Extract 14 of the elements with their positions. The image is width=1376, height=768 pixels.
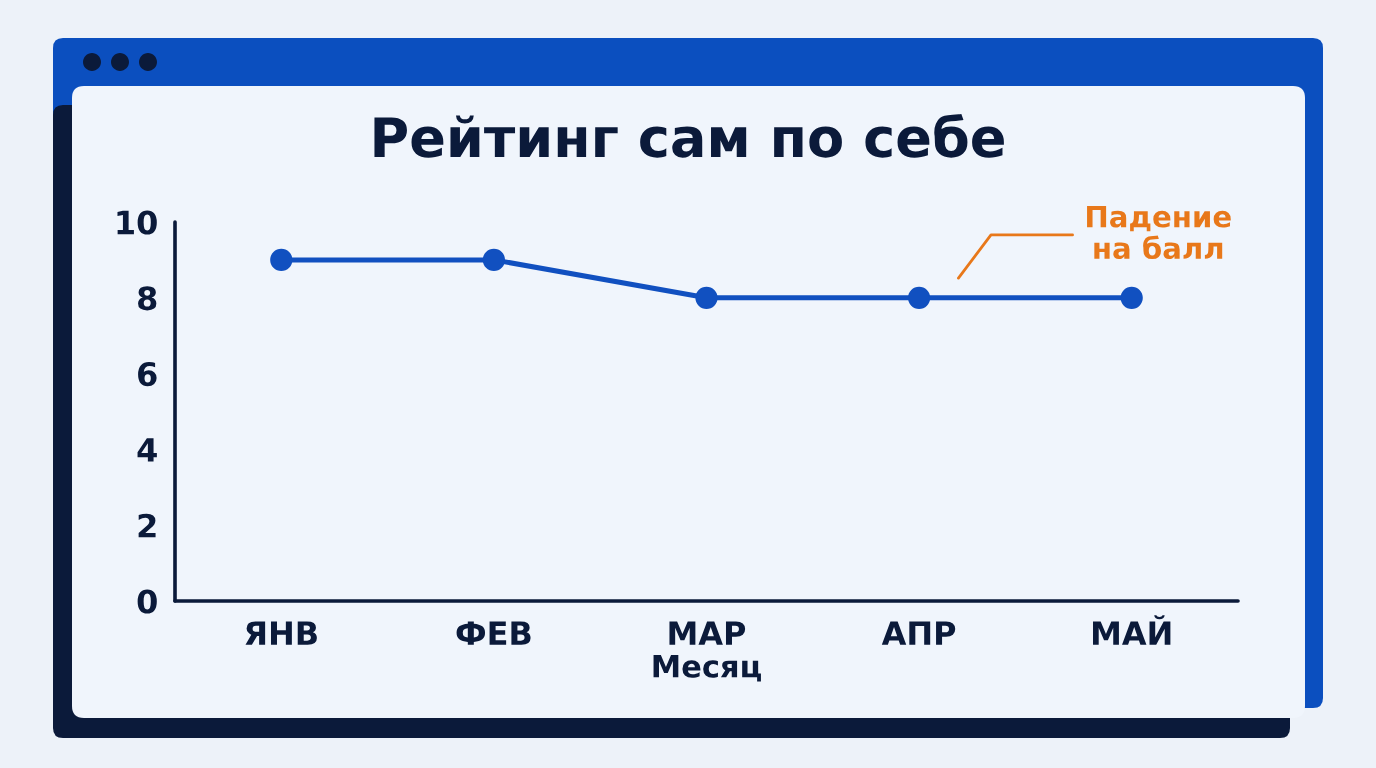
y-tick-label: 8 (138, 286, 157, 311)
y-tick-label: 2 (138, 513, 156, 538)
y-tick-label: 0 (137, 589, 157, 614)
y-tick-label: 4 (137, 438, 157, 462)
annotation: Падение на балл (1087, 205, 1231, 260)
x-tick-label: АПР (881, 621, 956, 645)
x-axis-title: Месяц (653, 655, 761, 682)
y-tick-label: 10 (117, 210, 157, 235)
chart-title: Рейтинг сам по себе (374, 114, 1004, 158)
x-tick-label: МАР (669, 621, 746, 645)
x-tick-label: ФЕВ (456, 621, 531, 645)
y-tick-label: 6 (138, 362, 157, 387)
x-tick-label: МАЙ (1093, 615, 1171, 645)
x-tick-label: ЯНВ (245, 621, 317, 645)
